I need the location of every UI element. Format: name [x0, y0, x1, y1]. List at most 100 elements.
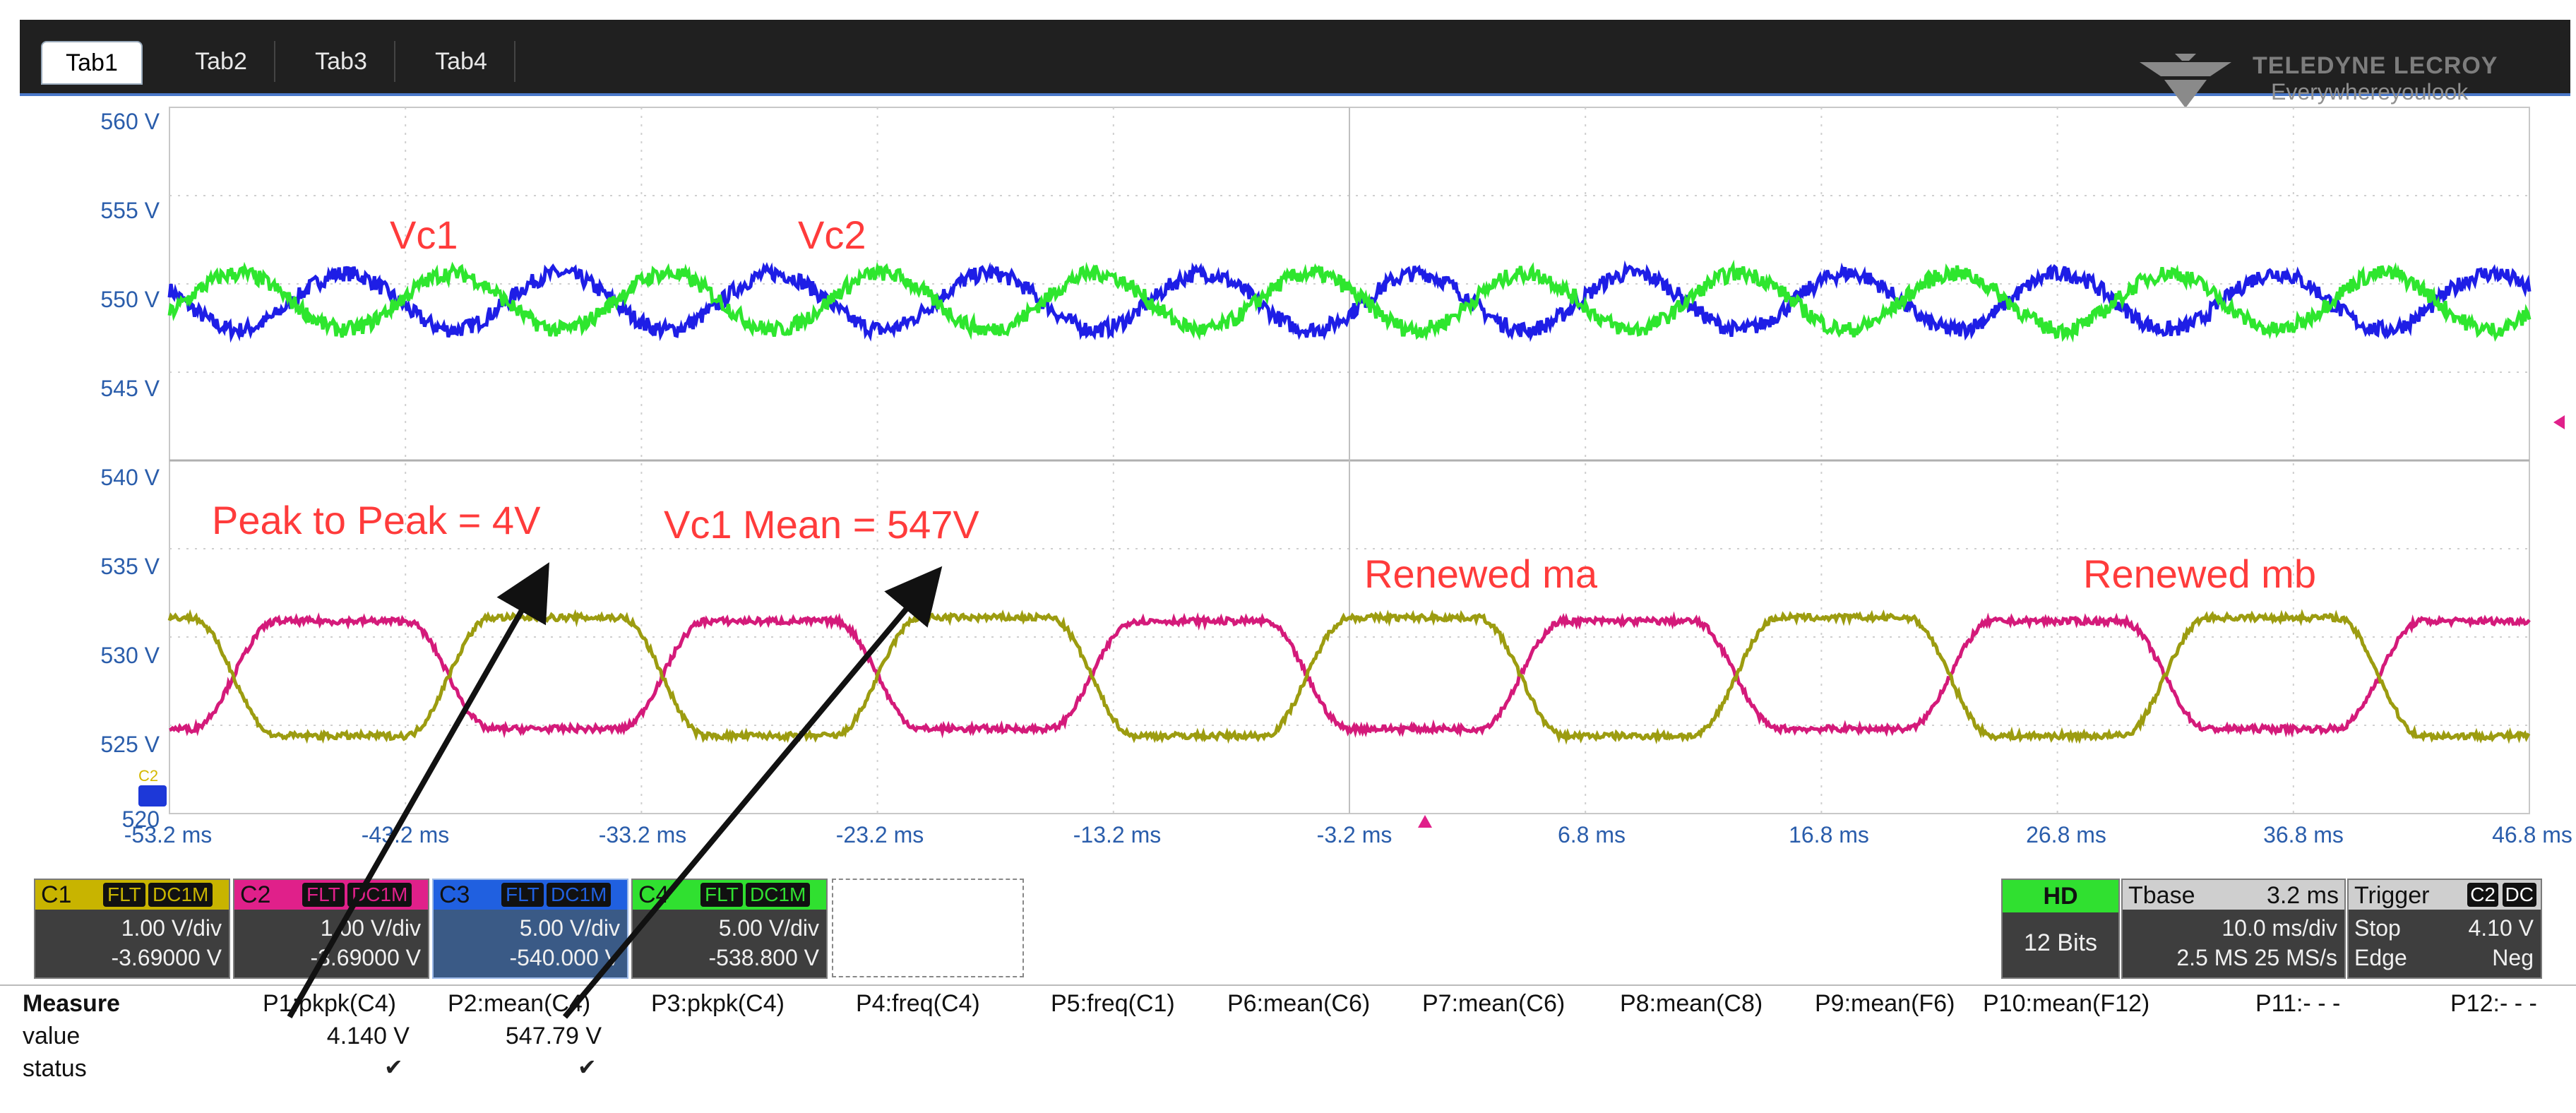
channel-offset: -3.69000 V — [111, 945, 222, 970]
coupling-tag: FLT — [302, 883, 345, 907]
channel-c2-descriptor[interactable]: C2 FLT DC1M 1.00 V/div -3.69000 V — [233, 879, 429, 979]
waveform-grid — [167, 107, 2532, 814]
tab-1[interactable]: Tab1 — [41, 41, 143, 85]
annotation-renewed-ma: Renewed ma — [1364, 552, 1597, 596]
y-tick: 545 V — [100, 376, 160, 401]
trace-c4 — [167, 259, 2532, 343]
x-tick: -13.2 ms — [1073, 822, 1162, 847]
time-per-div: 10.0 ms/div — [2222, 915, 2337, 941]
y-tick: 535 V — [100, 554, 160, 579]
measure-param-p11[interactable]: P11:- - - — [2255, 990, 2341, 1017]
coupling-tag: DC1M — [148, 883, 213, 907]
channel-c1-descriptor[interactable]: C1 FLT DC1M 1.00 V/div -3.69000 V — [34, 879, 230, 979]
channel-offset: -3.69000 V — [310, 945, 421, 970]
channel-label: C2 — [240, 881, 271, 908]
channel-header: C4 FLT DC1M — [633, 880, 826, 910]
coupling-tag: DC1M — [547, 883, 612, 907]
measure-param-p4[interactable]: P4:freq(C4) — [856, 990, 980, 1017]
trace-c3 — [167, 260, 2532, 343]
empty-channel-slot[interactable] — [832, 879, 1024, 977]
coupling-tag: FLT — [103, 883, 145, 907]
brand-logo: TELEDYNE LECROY Everywhereyoulook — [2133, 48, 2528, 109]
x-tick: 26.8 ms — [2026, 822, 2106, 847]
tab-bar: Tab1 Tab2 Tab3 Tab4 TELEDYNE LECROY Ever… — [20, 20, 2570, 108]
measure-param-p6[interactable]: P6:mean(C6) — [1227, 990, 1371, 1017]
tab-3[interactable]: Tab3 — [288, 41, 395, 82]
trigger-level: 4.10 V — [2468, 915, 2534, 941]
x-tick: 46.8 ms — [2492, 822, 2572, 847]
measure-value-p1: 4.140 V — [326, 1023, 410, 1049]
y-tick: 555 V — [100, 198, 160, 223]
annotation-vc1: Vc1 — [390, 213, 458, 257]
measure-param-p5[interactable]: P5:freq(C1) — [1051, 990, 1175, 1017]
timebase-descriptor[interactable]: Tbase 3.2 ms 10.0 ms/div 2.5 MS 25 MS/s — [2121, 879, 2346, 979]
trigger-label: Trigger — [2354, 882, 2430, 909]
x-tick: -43.2 ms — [361, 822, 450, 847]
x-tick: 6.8 ms — [1557, 822, 1626, 847]
volts-per-div: 5.00 V/div — [718, 915, 819, 941]
measure-param-p1[interactable]: P1:pkpk(C4) — [263, 990, 396, 1017]
y-tick: 560 V — [100, 109, 160, 134]
volts-per-div: 5.00 V/div — [519, 915, 620, 941]
volts-per-div: 1.00 V/div — [121, 915, 222, 941]
measure-param-p10[interactable]: P10:mean(F12) — [1983, 990, 2150, 1017]
trigger-slope: Neg — [2492, 945, 2534, 970]
channel-label: C1 — [41, 881, 72, 908]
measure-param-p3[interactable]: P3:pkpk(C4) — [651, 990, 785, 1017]
teledyne-logo-icon — [2140, 54, 2231, 108]
measure-param-p8[interactable]: P8:mean(C8) — [1620, 990, 1763, 1017]
volts-per-div: 1.00 V/div — [320, 915, 421, 941]
channel-header: C3 FLT DC1M — [434, 880, 627, 910]
x-tick: 36.8 ms — [2263, 822, 2344, 847]
channel-marker-label: C2 — [138, 767, 159, 785]
tab-4[interactable]: Tab4 — [408, 41, 515, 82]
trigger-mode: Stop — [2354, 915, 2401, 941]
y-tick: 525 V — [100, 732, 160, 757]
y-tick: 540 V — [100, 465, 160, 490]
x-tick: -53.2 ms — [124, 822, 213, 847]
channel-offset: -540.000 V — [509, 945, 620, 970]
status-check-icon: ✔ — [578, 1054, 597, 1080]
channel-offset-marker[interactable] — [138, 785, 167, 807]
channel-c3-descriptor[interactable]: C3 FLT DC1M 5.00 V/div -540.000 V — [432, 879, 628, 979]
tab-2[interactable]: Tab2 — [168, 41, 275, 82]
channel-label: C4 — [638, 881, 669, 908]
channel-c4-descriptor[interactable]: C4 FLT DC1M 5.00 V/div -538.800 V — [631, 879, 828, 979]
hd-resolution-box[interactable]: HD 12 Bits — [2001, 879, 2120, 979]
annotation-vc2: Vc2 — [798, 213, 866, 257]
annotation-vc1-mean: Vc1 Mean = 547V — [664, 502, 979, 547]
timebase-header: Tbase 3.2 ms — [2123, 880, 2344, 910]
brand-name: TELEDYNE LECROY — [2253, 52, 2498, 79]
waveform-plot[interactable]: 560 V 555 V 550 V 545 V 540 V 535 V 530 … — [0, 93, 2576, 870]
trigger-level-marker-icon[interactable] — [2551, 414, 2568, 431]
measure-param-p12[interactable]: P12:- - - — [2450, 990, 2537, 1017]
measure-param-p7[interactable]: P7:mean(C6) — [1422, 990, 1566, 1017]
hd-badge: HD — [2003, 880, 2118, 912]
channel-header: C1 FLT DC1M — [35, 880, 229, 910]
coupling-tag: DC1M — [347, 883, 412, 907]
coupling-tag: FLT — [501, 883, 544, 907]
trigger-type: Edge — [2354, 945, 2407, 970]
status-check-icon: ✔ — [384, 1054, 403, 1080]
x-tick: -23.2 ms — [835, 822, 924, 847]
bit-resolution: 12 Bits — [2024, 929, 2097, 956]
timebase-delay: 3.2 ms — [2266, 882, 2339, 909]
annotation-peak-to-peak: Peak to Peak = 4V — [212, 498, 541, 542]
x-tick: -3.2 ms — [1316, 822, 1393, 847]
measure-param-p2[interactable]: P2:mean(C4) — [448, 990, 591, 1017]
measure-param-p9[interactable]: P9:mean(F6) — [1815, 990, 1955, 1017]
x-tick: -33.2 ms — [598, 822, 687, 847]
x-tick: 16.8 ms — [1789, 822, 1869, 847]
measure-title: Measure — [23, 990, 120, 1017]
coupling-tag: FLT — [700, 883, 743, 907]
y-tick: 520 — [121, 807, 160, 832]
trigger-descriptor[interactable]: Trigger C2 DC Stop 4.10 V Edge Neg — [2347, 879, 2542, 979]
coupling-tag: DC1M — [746, 883, 811, 907]
channel-header: C2 FLT DC1M — [234, 880, 428, 910]
channel-label: C3 — [439, 881, 470, 908]
measure-row-value-label: value — [23, 1023, 80, 1049]
y-tick: 530 V — [100, 643, 160, 668]
brand-tagline: Everywhereyoulook — [2271, 79, 2469, 105]
measure-value-p2: 547.79 V — [505, 1023, 602, 1049]
trigger-position-marker-icon[interactable] — [1417, 814, 1433, 829]
